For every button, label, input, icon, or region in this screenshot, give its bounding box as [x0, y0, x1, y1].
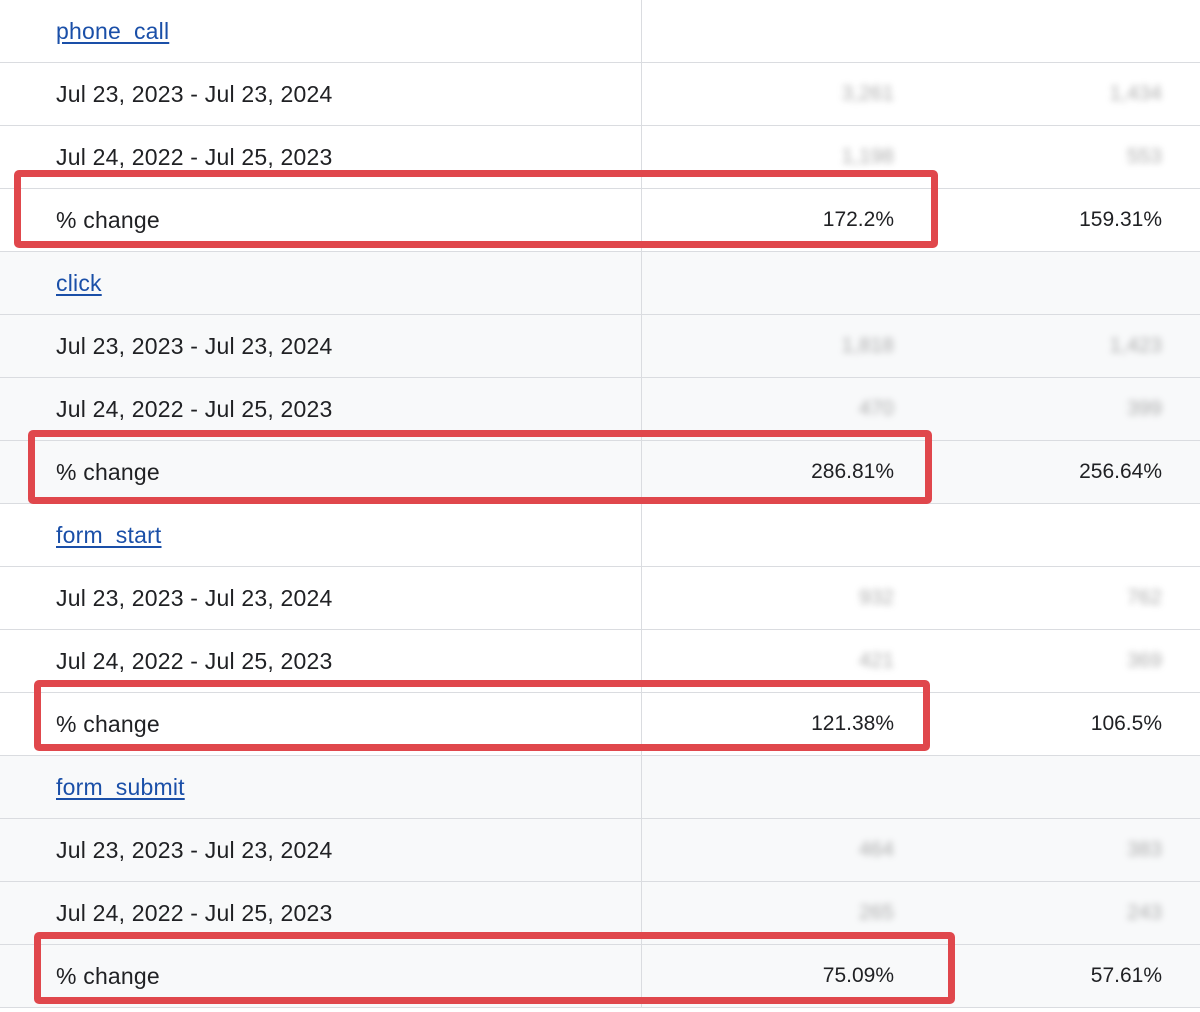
column-divider	[641, 189, 642, 251]
column-divider	[641, 0, 642, 62]
event-link-form-submit[interactable]: form_submit	[56, 774, 185, 800]
metric-value-2: 762	[1126, 586, 1162, 609]
metric-value-2: 1,423	[1109, 334, 1162, 357]
column-divider	[641, 882, 642, 944]
percent-change-row: % change 286.81% 256.64%	[0, 441, 1200, 504]
event-link-form-start[interactable]: form_start	[56, 522, 162, 548]
metric-value-1: 1,818	[841, 334, 894, 357]
column-divider	[641, 441, 642, 503]
event-link-click[interactable]: click	[56, 270, 102, 296]
metric-value-2: 369	[1126, 649, 1162, 672]
percent-change-value-1: 75.09%	[822, 964, 894, 987]
date-range-label: Jul 24, 2022 - Jul 25, 2023	[56, 900, 333, 926]
percent-change-label: % change	[56, 207, 160, 233]
event-link-phone-call[interactable]: phone_call	[56, 18, 170, 44]
column-divider	[641, 756, 642, 818]
event-group-form-start: form_start Jul 23, 2023 - Jul 23, 2024 9…	[0, 504, 1200, 756]
date-range-label: Jul 24, 2022 - Jul 25, 2023	[56, 648, 333, 674]
table-row: Jul 24, 2022 - Jul 25, 2023 470 399	[0, 378, 1200, 441]
percent-change-row: % change 75.09% 57.61%	[0, 945, 1200, 1008]
table-row: Jul 23, 2023 - Jul 23, 2024 1,818 1,423	[0, 315, 1200, 378]
event-header-row: click	[0, 252, 1200, 315]
percent-change-value-1: 172.2%	[822, 208, 894, 231]
percent-change-label: % change	[56, 459, 160, 485]
metric-value-1: 421	[858, 649, 894, 672]
event-header-row: phone_call	[0, 0, 1200, 63]
percent-change-value-1: 121.38%	[811, 712, 894, 735]
column-divider	[641, 504, 642, 566]
column-divider	[641, 693, 642, 755]
date-range-label: Jul 24, 2022 - Jul 25, 2023	[56, 144, 333, 170]
date-range-label: Jul 23, 2023 - Jul 23, 2024	[56, 837, 333, 863]
metric-value-2: 1,434	[1109, 82, 1162, 105]
column-divider	[641, 945, 642, 1007]
table-row: Jul 23, 2023 - Jul 23, 2024 932 762	[0, 567, 1200, 630]
event-group-phone-call: phone_call Jul 23, 2023 - Jul 23, 2024 3…	[0, 0, 1200, 252]
metric-value-1: 265	[858, 901, 894, 924]
percent-change-value-2: 106.5%	[1090, 712, 1162, 735]
percent-change-value-2: 256.64%	[1079, 460, 1162, 483]
date-range-label: Jul 23, 2023 - Jul 23, 2024	[56, 585, 333, 611]
column-divider	[641, 252, 642, 314]
table-row: Jul 24, 2022 - Jul 25, 2023 265 243	[0, 882, 1200, 945]
column-divider	[641, 630, 642, 692]
column-divider	[641, 567, 642, 629]
metric-value-1: 932	[858, 586, 894, 609]
event-group-form-submit: form_submit Jul 23, 2023 - Jul 23, 2024 …	[0, 756, 1200, 1008]
event-group-click: click Jul 23, 2023 - Jul 23, 2024 1,818 …	[0, 252, 1200, 504]
metric-value-2: 399	[1126, 397, 1162, 420]
event-header-row: form_start	[0, 504, 1200, 567]
column-divider	[641, 378, 642, 440]
percent-change-value-2: 57.61%	[1090, 964, 1162, 987]
table-row: Jul 24, 2022 - Jul 25, 2023 1,198 553	[0, 126, 1200, 189]
date-range-label: Jul 23, 2023 - Jul 23, 2024	[56, 81, 333, 107]
metric-value-2: 383	[1126, 838, 1162, 861]
metric-value-1: 464	[858, 838, 894, 861]
column-divider	[641, 126, 642, 188]
date-range-label: Jul 24, 2022 - Jul 25, 2023	[56, 396, 333, 422]
table-row: Jul 23, 2023 - Jul 23, 2024 3,261 1,434	[0, 63, 1200, 126]
metric-value-2: 553	[1126, 145, 1162, 168]
percent-change-label: % change	[56, 711, 160, 737]
percent-change-label: % change	[56, 963, 160, 989]
column-divider	[641, 63, 642, 125]
percent-change-value-2: 159.31%	[1079, 208, 1162, 231]
table-row: Jul 24, 2022 - Jul 25, 2023 421 369	[0, 630, 1200, 693]
percent-change-row: % change 172.2% 159.31%	[0, 189, 1200, 252]
column-divider	[641, 315, 642, 377]
metric-value-1: 1,198	[841, 145, 894, 168]
metric-value-2: 243	[1126, 901, 1162, 924]
table-row: Jul 23, 2023 - Jul 23, 2024 464 383	[0, 819, 1200, 882]
percent-change-row: % change 121.38% 106.5%	[0, 693, 1200, 756]
column-divider	[641, 819, 642, 881]
event-header-row: form_submit	[0, 756, 1200, 819]
percent-change-value-1: 286.81%	[811, 460, 894, 483]
metric-value-1: 470	[858, 397, 894, 420]
metric-value-1: 3,261	[841, 82, 894, 105]
date-range-label: Jul 23, 2023 - Jul 23, 2024	[56, 333, 333, 359]
